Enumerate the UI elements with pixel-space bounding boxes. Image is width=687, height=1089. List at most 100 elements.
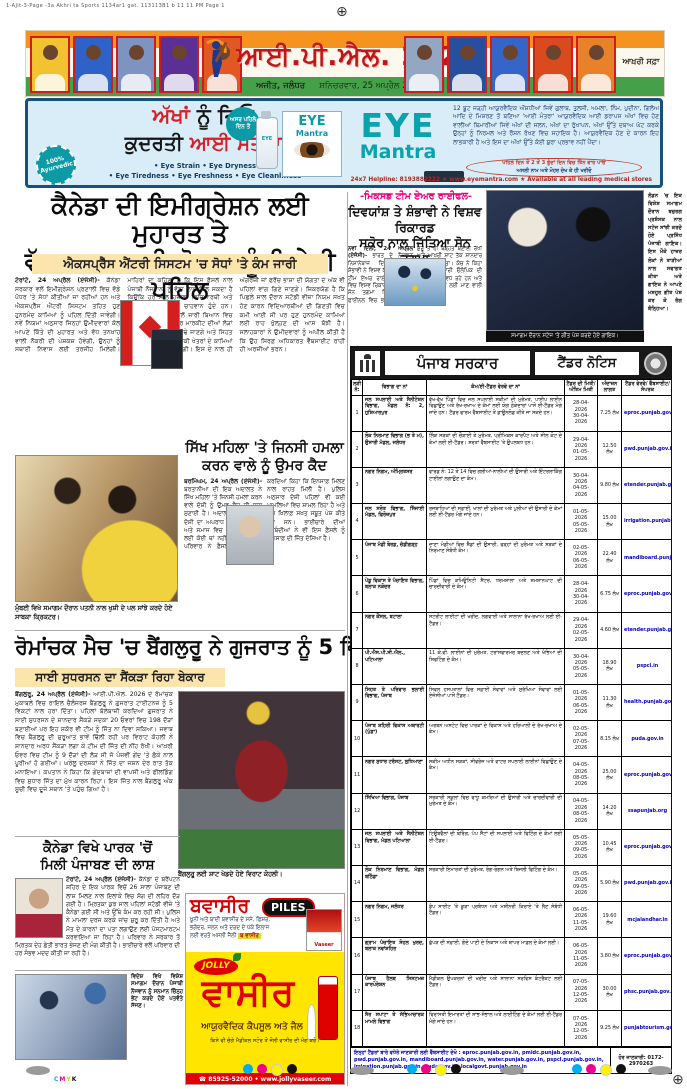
- tender-serial: 16: [351, 937, 363, 975]
- registration-ellipse: [500, 1066, 524, 1075]
- edition-name: ਅਜੀਤ, ਜਲੰਧਰ: [256, 80, 306, 91]
- vaseer-product-name: ਵਾਸੀਰ: [201, 971, 295, 1014]
- tender-work-description: ਅਰਬਨ ਅਸਟੇਟ ਵਿਚ ਪਾਰਕਾਂ ਦੇ ਵਿਕਾਸ ਅਤੇ ਹਰਿਆਲ…: [426, 720, 565, 758]
- piles-badge: PILES: [262, 898, 315, 917]
- cmyk-dots: [243, 1064, 297, 1076]
- cricket-player-photo: [116, 36, 156, 93]
- tender-header-row: ਲੜੀ ਨੰ: ਵਿਭਾਗ ਦਾ ਨਾਂ ਕੰਮ/ਈ-ਟੈਂਡਰ ਵੇਰਵੇ ਦ…: [351, 379, 671, 396]
- cricket-headline: ਰੋਮਾਂਚਕ ਮੈਚ 'ਚ ਬੈਂਗਲੁਰੂ ਨੇ ਗੁਜਰਾਤ ਨੂੰ 5 …: [15, 635, 516, 659]
- col-work: ਕੰਮ/ਈ-ਟੈਂਡਰ ਵੇਰਵੇ ਦਾ ਨਾਂ: [426, 379, 565, 396]
- eye-ad-bullets-line1: • Eye Strain • Eye Dryness: [153, 162, 257, 170]
- tender-work-description: ਦਾਣਾ ਮੰਡੀਆਂ ਵਿਚ ਸ਼ੈੱਡਾਂ ਦੀ ਉਸਾਰੀ, ਫੜ੍ਹਾਂ…: [426, 539, 565, 577]
- last-page-label: ਆਖ਼ਰੀ ਸਫ਼ਾ: [622, 57, 660, 66]
- tender-department: ਸਿੱਖਿਆ ਵਿਭਾਗ, ਪੰਜਾਬ: [362, 792, 427, 830]
- tender-serial: 6: [351, 575, 363, 613]
- jolly-vaseer-ad: ਬਵਾਸੀਰ PILES Vaseer ਖ਼ੂਨੀ ਅਤੇ ਬਾਦੀ ਬਵਾਸੀ…: [185, 893, 345, 1085]
- tender-work-description: ਸਿਵਲ ਹਸਪਤਾਲਾਂ ਵਿਚ ਸਫ਼ਾਈ ਸੇਵਾਵਾਂ ਅਤੇ ਸੁਰੱ…: [426, 683, 565, 722]
- registration-ellipse: [26, 1066, 50, 1075]
- prepress-filename-line: 1-Ajit-3-Page -3a Akhri ta Sports 1134ar…: [6, 3, 225, 9]
- vaseer-pack-image: Vaseer: [306, 909, 342, 951]
- tender-dates: 01-05-2026 06-05-2026: [564, 683, 598, 722]
- eye-mantra-ad: ਅੱਖਾਂ ਨੂੰ ਦਿਓ ਕੁਦਰਤੀ ਆਈ ਮੰਤਰਾ 100% Ayurv…: [25, 98, 663, 188]
- tender-serial: 4: [351, 503, 363, 541]
- tender-cost: 19.60 ਲੱਖ: [597, 901, 622, 939]
- tender-work-description: ਸਟਰੀਟ ਲਾਈਟਾਂ ਦੀ ਖਰੀਦ, ਲਗਵਾਈ ਅਤੇ ਸਾਲਾਨਾ ਰ…: [426, 611, 565, 649]
- piles-line3: ਲਈ ਵਰਤੋ ਅਸਲੀ ਜੈਲੀ: [190, 932, 237, 939]
- piles-line1: ਖ਼ੂਨੀ ਅਤੇ ਬਾਦੀ ਬਵਾਸੀਰ ਦੇ ਮੱਸੇ, ਫਿਸ਼ਰ,: [190, 917, 271, 923]
- black-dot: [616, 1064, 626, 1074]
- tender-dates: 05-05-2026 09-05-2026: [564, 828, 598, 866]
- assault-headline: ਸਿੱਖ ਮਹਿਲਾ 'ਤੇ ਜਿਨਸੀ ਹਮਲਾ ਕਰਨ ਵਾਲੇ ਨੂੰ ਉ…: [184, 440, 345, 475]
- eye-drops-bottle-image: EYE: [256, 111, 278, 169]
- tender-work-description: ਡੰਪ ਸਾਈਟ 'ਤੇ ਕੂੜਾ ਪ੍ਰਬੰਧਨ ਅਤੇ ਮਸ਼ੀਨਰੀ ਕਿ…: [426, 901, 565, 939]
- tender-contact-link: punjabtourism.gov.in: [621, 1009, 671, 1047]
- convict-mugshot-photo: [226, 505, 274, 565]
- tender-department: ਲੋਕ ਨਿਰਮਾਣ ਵਿਭਾਗ (ਭ ਤੇ ਮ), ਉਸਾਰੀ ਮੰਡਲ, ਜ…: [362, 430, 427, 468]
- cmyk-dots: [572, 1064, 626, 1076]
- batsman-photo: [178, 691, 345, 869]
- tender-serial: 15: [351, 901, 363, 939]
- bavaseer-title: ਬਵਾਸੀਰ: [190, 895, 250, 917]
- cmyk-k: K: [71, 1076, 77, 1083]
- tender-contact-link: pwd.punjab.gov.in: [621, 430, 671, 468]
- tender-department: ਨਗਰ ਸੁਧਾਰ ਟਰੱਸਟ, ਲੁਧਿਆਣਾ: [362, 756, 427, 794]
- eye-ad-headline1-red: ਅੱਖਾਂ: [152, 104, 190, 128]
- box-brand-line2: Mantra: [295, 129, 329, 139]
- tender-cost: 15.00 ਲੱਖ: [597, 503, 622, 541]
- tender-dates: 05-05-2026 09-05-2026: [564, 864, 598, 903]
- cricket-player-photo: [490, 36, 530, 93]
- vaseer-contact-strip: ☎ 85925-52000 • www.jollyvaseer.com: [186, 1073, 344, 1084]
- bottle-label: EYE: [261, 136, 273, 142]
- tender-serial: 17: [351, 973, 363, 1011]
- registration-cross-icon: ⊕: [672, 1072, 684, 1088]
- yellow-dot: [271, 1064, 283, 1076]
- tender-work-description: ਲਿੰਕ ਸੜਕਾਂ ਦੀ ਚੌੜਾਈ ਤੇ ਮੁਰੰਮਤ, ਪ੍ਰੀਮਿਕਸ …: [426, 430, 565, 468]
- tender-department: ਸੈਰ ਸਪਾਟਾ ਤੇ ਸੱਭਿਆਚਾਰਕ ਮਾਮਲੇ ਵਿਭਾਗ: [362, 1009, 427, 1047]
- vaseer-note: ਕਿਸੇ ਵੀ ਚੰਗੇ ਮੈਡੀਕਲ ਸਟੋਰ ਤੋਂ ਜੌਲੀ ਵਾਸੀਰ …: [210, 1038, 320, 1044]
- magenta-dot: [586, 1064, 596, 1074]
- tender-department: ਜਲ ਸਪਲਾਈ ਅਤੇ ਸੈਨੀਟੇਸ਼ਨ ਵਿਭਾਗ, ਮੰਡਲ ਪਟਿਆਲ…: [362, 828, 427, 866]
- tender-contact-link: mcjalandhar.in: [621, 901, 671, 939]
- singers-stage-photo: [486, 190, 644, 331]
- tender-cost: 9.25 ਲੱਖ: [597, 1009, 622, 1047]
- cmyk-label: CMYK: [54, 1066, 77, 1085]
- registration-ellipse: [648, 1066, 672, 1075]
- singers-photo-caption-bar: ਸਮਾਗਮ ਦੌਰਾਨ ਸਟੇਜ 'ਤੇ ਗੀਤ ਪੇਸ਼ ਕਰਦੇ ਹੋਏ ਗ…: [486, 331, 644, 342]
- piles-ad-top: ਬਵਾਸੀਰ PILES Vaseer ਖ਼ੂਨੀ ਅਤੇ ਬਾਦੀ ਬਵਾਸੀ…: [186, 894, 344, 952]
- section-divider: [15, 970, 180, 971]
- tender-row: 6 ਪੇਂਡੂ ਵਿਕਾਸ ਤੇ ਪੰਚਾਇਤ ਵਿਭਾਗ, ਬਲਾਕ ਨਕੋਦ…: [351, 575, 671, 613]
- cyan-dot: [243, 1064, 253, 1074]
- tender-row: 5 ਪੰਜਾਬ ਮੰਡੀ ਬੋਰਡ, ਚੰਡੀਗੜ੍ਹ ਦਾਣਾ ਮੰਡੀਆਂ …: [351, 539, 671, 577]
- tender-cost: 11.30 ਲੱਖ: [597, 683, 622, 722]
- tender-cost: 9.80 ਲੱਖ: [597, 466, 622, 505]
- section-divider: [15, 836, 180, 837]
- tender-dates: 29-04-2026 02-05-2026: [564, 611, 598, 649]
- tender-work-description: ਵਿਰਾਸਤੀ ਇਮਾਰਤਾਂ ਦੀ ਸਾਂਭ-ਸੰਭਾਲ ਅਤੇ ਲਾਈਟਿੰ…: [426, 1009, 565, 1047]
- black-dot: [287, 1064, 297, 1074]
- pack-label: Vaseer: [314, 942, 334, 948]
- tender-dates: 07-05-2026 12-05-2026: [564, 1009, 598, 1047]
- tender-dates: 30-04-2026 04-05-2026: [564, 466, 598, 505]
- tender-dates: 02-05-2026 07-05-2026: [564, 720, 598, 758]
- tender-contact-link: eproc.punjab.gov.in: [621, 756, 671, 794]
- tender-work-description: ਸਰਕਾਰੀ ਇਮਾਰਤਾਂ ਦੀ ਮੁਰੰਮਤ, ਰੰਗ-ਰੋਗਨ ਅਤੇ ਬ…: [426, 864, 565, 903]
- tender-work-description: ਰਜਬਾਹਿਆਂ ਦੀ ਸਫ਼ਾਈ, ਖਾਲਾਂ ਦੀ ਮੁਰੰਮਤ ਅਤੇ ਪ…: [426, 503, 565, 541]
- cricket-player-photo: [576, 36, 616, 93]
- canada-flag-passport-image: [120, 300, 183, 369]
- tender-footer-contact: ਹੋਰ ਜਾਣਕਾਰੀ: 0172-2970263: [618, 1054, 664, 1067]
- park-headline-line2: ਮਿਲੀ ਪੰਜਾਬਣ ਦੀ ਲਾਸ਼: [40, 856, 155, 873]
- assault-body-text: ਬਰਤਾਨੀਆ ਦੀ ਇਕ ਅਦਾਲਤ ਨੇ ਸਿੱਖ ਮਹਿਲਾ 'ਤੇ ਜਿ…: [184, 479, 345, 550]
- col-dates: ਟੈਂਡਰ ਦੀ ਮਿਤੀ/ ਅੰਤਿਮ ਮਿਤੀ: [564, 379, 598, 396]
- tender-serial: 10: [351, 720, 363, 758]
- tender-dates: 04-05-2026 08-05-2026: [564, 792, 598, 830]
- tender-dates: 28-04-2026 30-04-2026: [564, 394, 598, 432]
- eye-ad-helpline: 24x7 Helpline: 8193882222 ★ www.eyemantr…: [350, 177, 652, 183]
- tender-row: 1 ਜਲ ਸਪਲਾਈ ਅਤੇ ਸੈਨੀਟੇਸ਼ਨ ਵਿਭਾਗ, ਮੰਡਲ ਨੰ:…: [351, 394, 671, 432]
- registration-ellipse: [350, 1066, 374, 1075]
- piles-highlight: ਬ ਵਾਸੀਰ: [237, 932, 261, 939]
- park-body-wrap: ਟੋਰਾਂਟੋ, 24 ਅਪ੍ਰੈਲ (ਏਜੰਸੀ)- ਕੈਨੇਡਾ ਦੇ ਬਰ…: [15, 876, 180, 968]
- assault-headline-line2: ਕਰਨ ਵਾਲੇ ਨੂੰ ਉਮਰ ਕੈਦ: [202, 457, 327, 474]
- piles-line2: ਭਗੰਦਰ, ਜਲਨ ਅਤੇ ਦਰਦ ਦੇ ਪੱਕੇ ਇਲਾਜ: [190, 924, 270, 931]
- tender-cost: 25.00 ਲੱਖ: [597, 756, 622, 794]
